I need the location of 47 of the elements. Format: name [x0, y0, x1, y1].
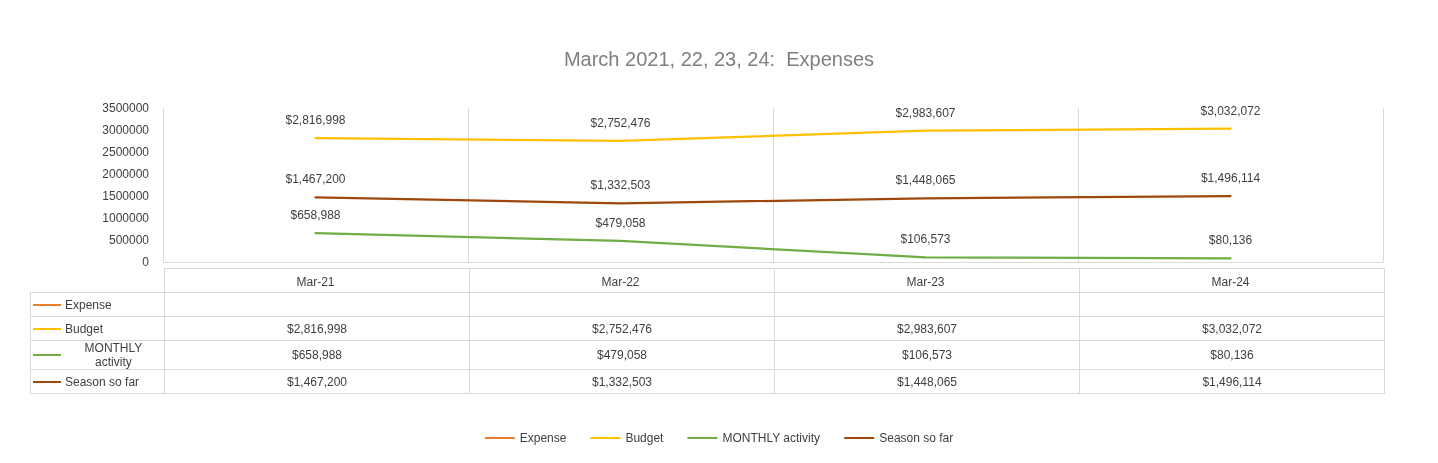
data-label: $479,058	[469, 340, 775, 370]
y-tick-label: 3500000	[102, 101, 150, 115]
text: $1,332,503	[590, 178, 651, 193]
data-label: $80,136	[1079, 340, 1385, 370]
data-label: $2,816,998	[164, 316, 470, 341]
data-label: $1,448,065	[774, 369, 1080, 394]
text: $658,988	[290, 208, 341, 222]
y-tick-label: 500000	[108, 233, 150, 247]
y-tick-label: 3000000	[102, 123, 150, 137]
line-series	[314, 127, 1232, 143]
y-tick-label: 1000000	[102, 211, 150, 225]
text: $479,058	[595, 215, 646, 230]
text: $1,448,065	[895, 173, 956, 188]
data-label: $1,467,200	[164, 369, 470, 394]
legend-label: Budget	[65, 321, 104, 336]
data-label: $658,988	[164, 340, 470, 370]
data-label: $1,496,114	[1079, 369, 1385, 394]
x-tick-label: Mar-24	[1211, 275, 1250, 289]
text: Expense	[65, 297, 112, 312]
y-tick-label: 1500000	[102, 189, 150, 203]
text: $80,136	[1208, 233, 1253, 248]
legend-label: MONTHLY activity	[722, 431, 821, 445]
text: $1,496,114	[1200, 171, 1261, 186]
x-tick-label: Mar-22	[601, 275, 640, 289]
data-label: $106,573	[774, 340, 1080, 370]
y-tick-label: 0	[142, 255, 150, 269]
text: $2,752,476	[590, 115, 651, 130]
text: $1,467,200	[285, 172, 346, 187]
legend-label: Expense	[519, 431, 567, 445]
x-tick-label: Mar-21	[296, 275, 335, 289]
data-label: $3,032,072	[1079, 316, 1385, 341]
text: $2,983,607	[895, 105, 956, 120]
legend-label: Season so far	[879, 431, 954, 445]
chart-title: March 2021, 22, 23, 24: Expenses	[563, 48, 875, 70]
y-tick-label: 2500000	[102, 145, 150, 159]
text: $2,816,998	[285, 113, 346, 128]
data-label: $2,983,607	[774, 316, 1080, 341]
data-label: $1,332,503	[469, 369, 775, 394]
line-series	[314, 195, 1232, 205]
data-label: $2,752,476	[469, 316, 775, 341]
x-tick-label: Mar-23	[906, 275, 945, 289]
text: $3,032,072	[1200, 103, 1261, 118]
text: Budget	[625, 431, 664, 445]
y-tick-label: 2000000	[102, 167, 150, 181]
text: $106,573	[900, 232, 951, 247]
text: MONTHLY activity	[84, 341, 143, 369]
text: Season so far	[65, 374, 140, 389]
